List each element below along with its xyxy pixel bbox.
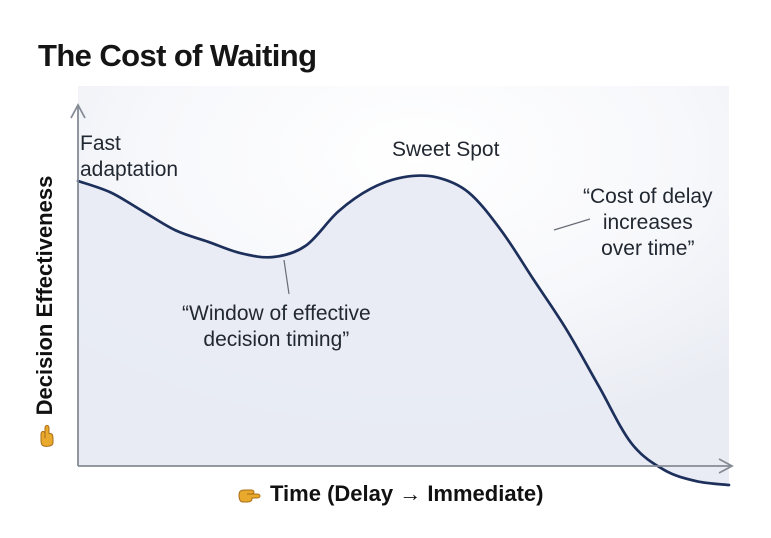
window-leader-line bbox=[283, 259, 290, 295]
leader-lines bbox=[283, 218, 591, 295]
x-axis-arrowhead bbox=[718, 458, 734, 474]
y-axis-label: Decision Effectiveness bbox=[32, 176, 58, 449]
y-axis-text: Decision Effectiveness bbox=[32, 175, 57, 416]
sweet-spot-annotation: Sweet Spot bbox=[392, 138, 500, 161]
fast-adaptation-annotation: Fast adaptation bbox=[80, 132, 179, 181]
x-axis-text: Time (Delay → Immediate) bbox=[270, 481, 544, 506]
effectiveness-area bbox=[78, 175, 729, 485]
cost-leader-line bbox=[553, 218, 591, 231]
pointing-hand-icon bbox=[238, 489, 261, 503]
chart-title: The Cost of Waiting bbox=[38, 38, 317, 73]
cost-delay-annotation: “Cost of delay increases over time” bbox=[583, 185, 713, 260]
effectiveness-curve bbox=[76, 174, 731, 487]
y-axis-arrowhead bbox=[70, 103, 86, 119]
pointing-hand-icon bbox=[40, 424, 54, 447]
axes bbox=[70, 103, 734, 474]
x-axis-label: Time (Delay → Immediate) bbox=[237, 481, 543, 507]
window-annotation: “Window of effective decision timing” bbox=[182, 302, 371, 351]
